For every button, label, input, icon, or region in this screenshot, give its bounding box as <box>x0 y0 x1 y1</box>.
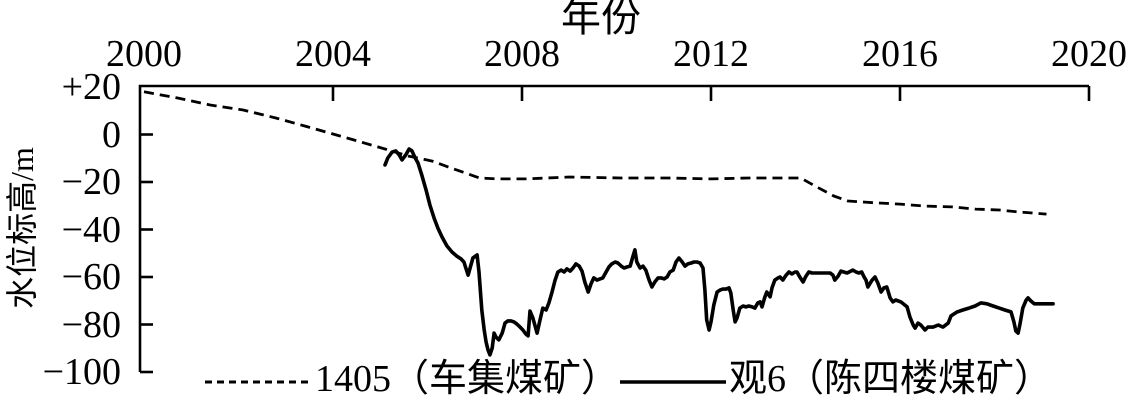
x-tick-label: 2000 <box>106 33 182 75</box>
x-tick-label: 2008 <box>484 33 560 75</box>
x-tick-label: 2012 <box>673 33 749 75</box>
x-tick-label: 2020 <box>1051 33 1127 75</box>
y-tick-label: +20 <box>61 66 121 108</box>
legend-label-guan6: 观6（陈四楼煤矿） <box>729 358 1053 400</box>
y-tick-label: −100 <box>42 351 121 393</box>
x-tick-label: 2016 <box>862 33 938 75</box>
axis-lines <box>138 84 1089 372</box>
x-tick-label: 2004 <box>295 33 371 75</box>
y-tick-label: −80 <box>61 303 121 346</box>
series-line-solid <box>383 147 1055 357</box>
y-tick-label: −20 <box>61 161 121 203</box>
x-axis-title: 年份 <box>561 0 641 40</box>
y-tick-label: −60 <box>61 256 121 298</box>
legend-label-1405: 1405（车集煤矿） <box>315 358 620 400</box>
y-tick-label: −40 <box>61 208 121 251</box>
y-tick-label: 0 <box>102 113 121 156</box>
series-line-dashed <box>143 90 1047 216</box>
